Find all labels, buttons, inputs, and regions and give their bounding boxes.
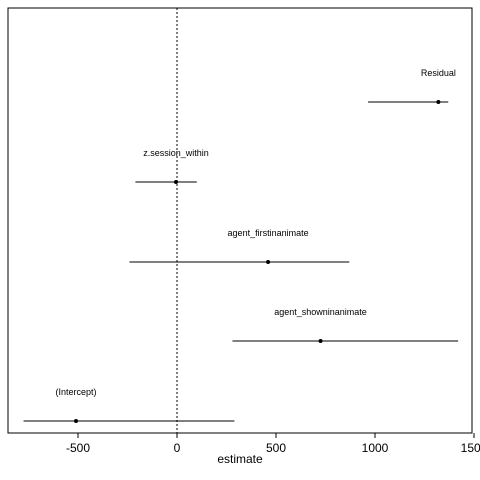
term-label: z.session_within: [143, 148, 209, 158]
estimate-point: [318, 339, 323, 343]
term-label: agent_showninanimate: [274, 307, 367, 317]
estimate-point: [74, 419, 79, 423]
estimate-point: [436, 100, 441, 104]
x-tick-label: -500: [66, 441, 90, 455]
plot-frame: [7, 7, 473, 434]
x-axis-title: estimate: [217, 452, 263, 466]
x-tick-label: 1000: [362, 441, 389, 455]
estimate-point: [174, 180, 179, 184]
term-label: agent_firstinanimate: [228, 228, 309, 238]
x-tick-label: 0: [174, 441, 181, 455]
x-tick-label: 500: [266, 441, 286, 455]
term-label: Residual: [421, 68, 456, 78]
estimate-point: [266, 260, 271, 264]
x-tick-label: 1500: [461, 441, 480, 455]
term-label: (Intercept): [56, 387, 97, 397]
terms-group: Residual z.session_within agent_firstinani…: [23, 68, 459, 423]
x-axis-ticks: -500 0 500 1000 1500: [66, 433, 480, 455]
